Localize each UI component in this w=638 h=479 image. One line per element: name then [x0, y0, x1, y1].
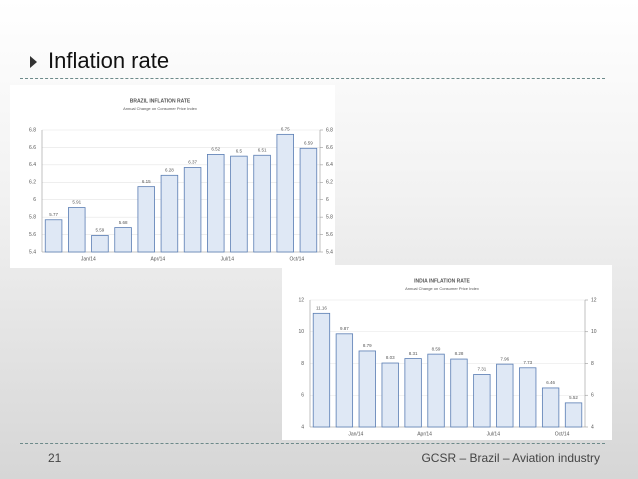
data-label: 6.28: [165, 168, 174, 173]
y2-tick-label: 6.8: [326, 127, 333, 133]
y-tick-label: 6.2: [29, 180, 36, 186]
x-tick-label: Oct/14: [289, 256, 304, 262]
y2-tick-label: 5.8: [326, 214, 333, 220]
y2-tick-label: 12: [591, 297, 597, 303]
y-tick-label: 6.6: [29, 145, 36, 151]
bar: [404, 358, 422, 428]
chart-subtitle: Annual Change on Consumer Price Index: [123, 106, 197, 111]
data-label: 5.59: [96, 228, 105, 233]
bar: [68, 207, 86, 253]
bar: [183, 167, 202, 253]
x-tick-label: Jan/14: [348, 431, 363, 437]
chart: BRAZIL INFLATION RATE Annual Change on Co…: [10, 85, 335, 268]
data-label: 6.75: [281, 127, 290, 132]
bar: [253, 154, 271, 253]
y-tick-label: 6: [33, 197, 36, 203]
bar: [450, 358, 468, 428]
y-tick-label: 12: [298, 297, 304, 303]
page-number: 21: [48, 451, 62, 465]
data-label: 5.91: [72, 200, 81, 205]
data-label: 7.96: [500, 356, 509, 361]
y-tick-label: 5.8: [29, 214, 36, 220]
y2-tick-label: 6: [326, 197, 329, 203]
slide-title: Inflation rate: [48, 48, 170, 73]
bar: [427, 353, 445, 428]
footer: GCSR – Brazil – Aviation industry: [421, 451, 600, 465]
data-label: 8.31: [409, 351, 418, 356]
data-label: 6.51: [258, 147, 267, 152]
bar: [358, 350, 376, 428]
x-tick-label: Apr/14: [417, 431, 432, 437]
data-label: 6.52: [211, 147, 220, 152]
bar: [312, 312, 331, 428]
divider: [20, 78, 605, 79]
y-tick-label: 6.4: [29, 162, 36, 168]
y-tick-label: 6.8: [29, 127, 36, 133]
y2-tick-label: 10: [591, 329, 597, 335]
data-label: 6.15: [142, 179, 151, 184]
bar: [473, 374, 491, 428]
bar: [541, 387, 560, 428]
x-tick-label: Jan/14: [81, 256, 96, 262]
y2-tick-label: 4: [591, 424, 594, 430]
x-tick-label: Oct/14: [555, 431, 570, 437]
y2-tick-label: 5.4: [326, 249, 333, 255]
y2-tick-label: 6.6: [326, 145, 333, 151]
chart-title: BRAZIL INFLATION RATE: [130, 98, 191, 104]
bar: [299, 147, 318, 253]
bar: [496, 363, 514, 428]
bar: [137, 186, 155, 253]
data-label: 8.28: [455, 351, 464, 356]
data-label: 7.31: [477, 367, 486, 372]
y-tick-label: 5.6: [29, 232, 36, 238]
bar: [114, 227, 132, 253]
bar: [519, 367, 537, 428]
x-tick-label: Jul/14: [487, 431, 501, 437]
data-label: 8.79: [363, 343, 372, 348]
data-label: 5.68: [119, 220, 128, 225]
y2-tick-label: 6: [591, 393, 594, 399]
data-label: 5.77: [49, 212, 58, 217]
data-label: 8.59: [432, 346, 441, 351]
bar: [91, 235, 109, 253]
y-tick-label: 10: [298, 329, 304, 335]
data-label: 9.87: [340, 326, 349, 331]
chart-title: INDIA INFLATION RATE: [414, 278, 470, 284]
bar: [276, 133, 294, 253]
data-label: 6.46: [546, 380, 555, 385]
chart-subtitle: Annual Change on Consumer Price Index: [405, 286, 479, 291]
bar: [207, 154, 225, 253]
data-label: 6.5: [236, 148, 243, 153]
bar: [44, 219, 63, 253]
data-label: 6.37: [188, 160, 197, 165]
y2-tick-label: 8: [591, 361, 594, 367]
bar: [160, 174, 179, 253]
divider: [20, 443, 605, 444]
chart: INDIA INFLATION RATE Annual Change on Con…: [282, 265, 612, 440]
bar: [230, 155, 248, 253]
bar: [564, 402, 583, 428]
y-tick-label: 8: [301, 361, 304, 367]
y-tick-label: 4: [301, 424, 304, 430]
bar: [381, 362, 399, 428]
data-label: 6.59: [304, 140, 313, 145]
y2-tick-label: 6.2: [326, 180, 333, 186]
y-tick-label: 6: [301, 393, 304, 399]
y2-tick-label: 5.6: [326, 232, 333, 238]
x-tick-label: Jul/14: [221, 256, 235, 262]
data-label: 7.73: [523, 360, 532, 365]
data-label: 5.52: [569, 395, 578, 400]
data-label: 8.03: [386, 355, 395, 360]
data-label: 11.16: [316, 306, 327, 311]
bullet: [30, 56, 37, 68]
y-tick-label: 5.4: [29, 249, 36, 255]
x-tick-label: Apr/14: [150, 256, 165, 262]
y2-tick-label: 6.4: [326, 162, 333, 168]
bar: [335, 333, 354, 428]
